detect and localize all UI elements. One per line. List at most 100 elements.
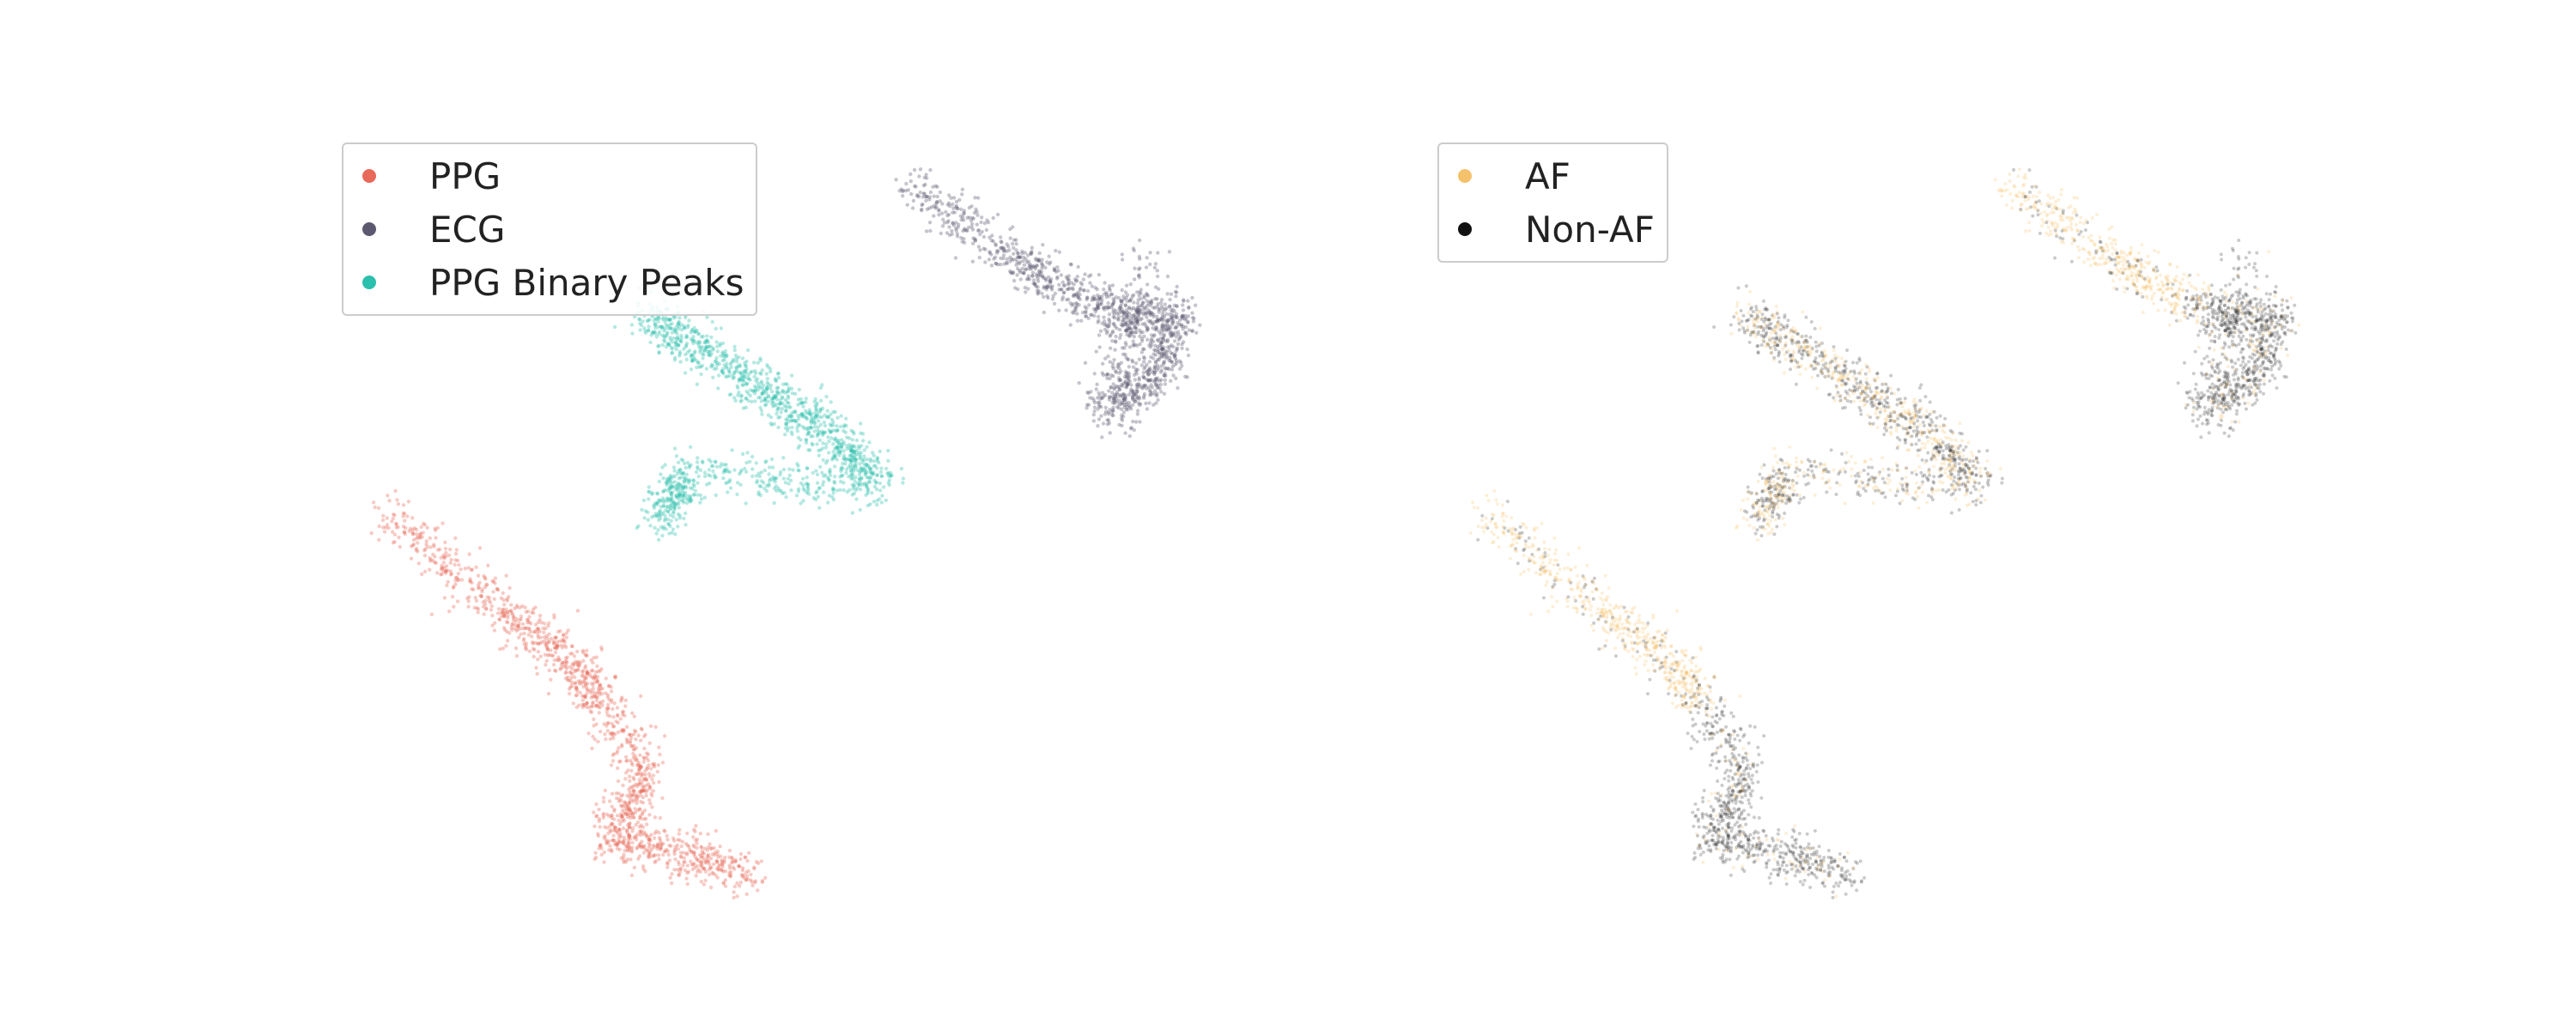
point-ecg <box>1075 312 1079 316</box>
point-ppg <box>481 604 486 609</box>
point-ppg <box>634 837 639 842</box>
point-ppg-binary-peaks <box>878 488 883 493</box>
point-ppg <box>659 842 664 847</box>
point-ppg <box>560 660 565 665</box>
point-ppg-binary-peaks <box>781 467 787 472</box>
point-ecg <box>1180 342 1184 347</box>
point-ppg <box>596 686 601 691</box>
point-ecg <box>965 215 969 220</box>
point-ppg-binary-peaks <box>874 481 878 485</box>
point-ppg <box>415 532 419 536</box>
point-ecg <box>1126 408 1130 412</box>
point-ecg <box>1190 295 1194 300</box>
point-ppg <box>593 851 598 855</box>
point-ppg-binary-peaks <box>854 448 859 452</box>
point-ppg-af-status <box>1688 669 1692 673</box>
point-ecg <box>1139 330 1143 335</box>
point-ppg-binary-peaks <box>685 325 690 330</box>
point-ppg <box>603 788 607 793</box>
point-ppg-binary-peaks <box>759 484 763 489</box>
point-ppg-binary-peaks <box>629 323 635 327</box>
point-ppg <box>651 854 655 858</box>
point-ecg <box>1054 276 1060 281</box>
point-ppg-binary-peaks <box>815 442 819 446</box>
point-ppg-binary-peaks <box>686 494 690 499</box>
point-ppg-af-status <box>1705 703 1710 707</box>
point-ecg <box>1108 431 1112 435</box>
point-ppg <box>619 794 623 798</box>
point-ppg-binary-peaks <box>674 454 679 458</box>
point-ppg <box>593 676 598 681</box>
point-ecg <box>1121 352 1126 356</box>
point-ecg <box>1034 258 1038 262</box>
point-ppg <box>621 709 626 714</box>
point-ecg <box>1139 363 1145 367</box>
point-ppg-binary-peaks <box>816 425 821 429</box>
point-ppg-binary-peaks <box>677 351 683 356</box>
point-ecg <box>924 229 929 233</box>
point-ppg <box>501 610 506 615</box>
point-ppg <box>701 855 705 860</box>
point-ppg-af-status <box>1784 882 1789 886</box>
point-ppg-binary-peaks <box>851 469 856 473</box>
point-ecg <box>1180 364 1184 368</box>
point-ppg <box>707 859 711 863</box>
point-ecg <box>1126 357 1131 362</box>
point-ppg <box>698 831 702 836</box>
point-ppg <box>495 611 501 615</box>
point-ecg <box>1107 305 1112 309</box>
point-ppg <box>706 859 710 863</box>
point-ppg-binary-peaks <box>705 334 709 338</box>
point-ecg <box>1010 241 1015 246</box>
point-ppg <box>621 839 626 844</box>
point-ppg-binary-peaks <box>750 474 755 478</box>
point-ppg <box>580 650 586 655</box>
point-ecg <box>981 234 987 239</box>
point-ppg <box>456 579 460 583</box>
point-ppg <box>625 822 630 827</box>
point-ecg <box>1057 308 1061 312</box>
point-ppg <box>743 855 748 860</box>
point-ppg <box>599 852 604 857</box>
point-ppg <box>581 673 586 677</box>
point-ppg <box>519 614 524 619</box>
point-ppg-binary-peaks <box>675 483 680 488</box>
point-ppg <box>504 644 508 648</box>
point-ppg <box>441 553 446 558</box>
point-ppg-binary-peaks <box>669 494 674 499</box>
point-ecg <box>1194 330 1199 335</box>
point-ppg <box>630 812 635 816</box>
point-ecg <box>940 224 945 228</box>
point-ppg <box>611 833 616 838</box>
point-ppg-af-status <box>1633 666 1637 670</box>
point-ppg <box>619 856 623 860</box>
point-ppg-af-status <box>1756 857 1760 862</box>
point-ppg-binary-peaks <box>683 523 688 527</box>
point-ppg-binary-peaks <box>835 446 841 451</box>
point-ppg-af-status <box>1590 590 1595 594</box>
point-ppg-binary-peaks <box>752 384 757 389</box>
point-ppg <box>695 863 699 869</box>
point-ppg <box>424 539 428 543</box>
point-ppg <box>647 845 652 850</box>
point-ppg-binary-peaks <box>884 498 889 502</box>
point-ppg-af-status <box>1736 778 1741 782</box>
point-ppg <box>485 595 489 599</box>
point-ecg <box>1148 303 1153 308</box>
point-ppg <box>631 732 636 736</box>
point-ppg <box>505 609 509 615</box>
point-ppg-binary-peaks <box>775 372 781 376</box>
point-ppg-binary-peaks <box>683 352 688 357</box>
point-ecg <box>947 201 951 205</box>
point-ppg-binary-peaks <box>699 335 704 339</box>
point-ppg-binary-peaks <box>676 336 680 341</box>
point-ppg <box>611 822 615 827</box>
point-ppg-binary-peaks <box>673 504 677 508</box>
point-ppg <box>625 815 630 820</box>
point-ppg-af-status <box>1767 876 1771 880</box>
point-ppg <box>635 846 639 851</box>
point-ppg <box>562 639 567 644</box>
point-ppg <box>650 777 654 782</box>
point-ppg-af-status <box>1690 735 1694 739</box>
point-ppg <box>583 694 587 699</box>
